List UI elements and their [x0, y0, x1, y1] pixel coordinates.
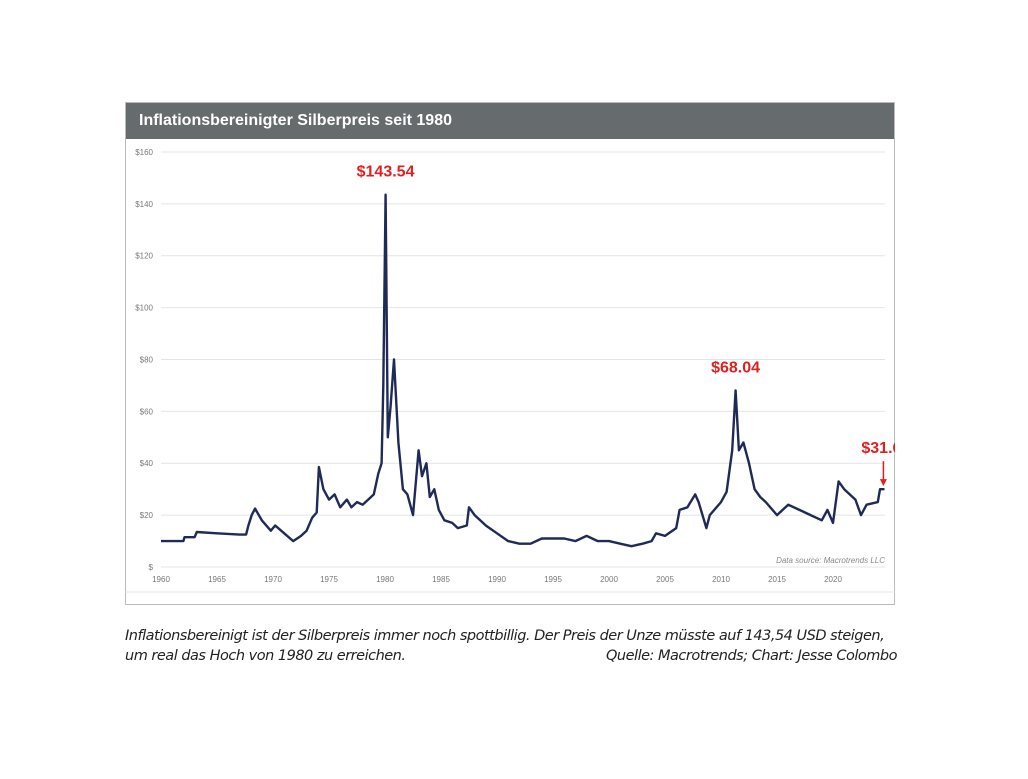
line-chart: $ $20 $40 $60 $80 $100 $120 $140 $160 1960 1965 197…: [125, 148, 895, 593]
x-tick-label: 2010: [712, 575, 730, 584]
y-tick-label: $160: [135, 148, 153, 157]
arrow-head-icon: [879, 479, 887, 487]
caption: Inflationsbereinigt ist der Silberpreis …: [125, 626, 897, 666]
y-tick-label: $40: [140, 459, 154, 468]
x-tick-label: 2000: [600, 575, 618, 584]
y-tick-label: $140: [135, 200, 153, 209]
x-tick-label: 1975: [320, 575, 338, 584]
y-tick-label: $20: [140, 511, 154, 520]
y-tick-label: $80: [140, 355, 154, 364]
x-tick-label: 1960: [152, 575, 170, 584]
x-tick-label: 2015: [768, 575, 786, 584]
series-line: [161, 193, 885, 548]
x-tick-label: 2020: [824, 575, 842, 584]
caption-text: Inflationsbereinigt ist der Silberpreis …: [125, 628, 885, 664]
caption-source: Quelle: Macrotrends; Chart: Jesse Colomb…: [606, 648, 897, 664]
x-tick-label: 1970: [264, 575, 282, 584]
y-tick-label: $60: [140, 407, 154, 416]
y-tick-label: $120: [135, 252, 153, 261]
data-source-note: Data source: Macrotrends LLC: [776, 556, 885, 565]
x-tick-label: 1965: [208, 575, 226, 584]
annotation-label: $68.04: [711, 360, 760, 377]
annotation-label: $31.6: [861, 440, 895, 457]
x-tick-label: 1995: [544, 575, 562, 584]
x-tick-label: 1980: [376, 575, 394, 584]
y-tick-label: $100: [135, 304, 153, 313]
x-tick-label: 1990: [488, 575, 506, 584]
chart-frame: Inflationsbereinigter Silberpreis seit 1…: [125, 102, 895, 605]
chart-title: Inflationsbereinigter Silberpreis seit 1…: [126, 103, 894, 139]
x-tick-label: 2005: [656, 575, 674, 584]
y-tick-label: $: [149, 563, 154, 572]
annotation-label: $143.54: [357, 164, 415, 181]
x-tick-label: 1985: [432, 575, 450, 584]
